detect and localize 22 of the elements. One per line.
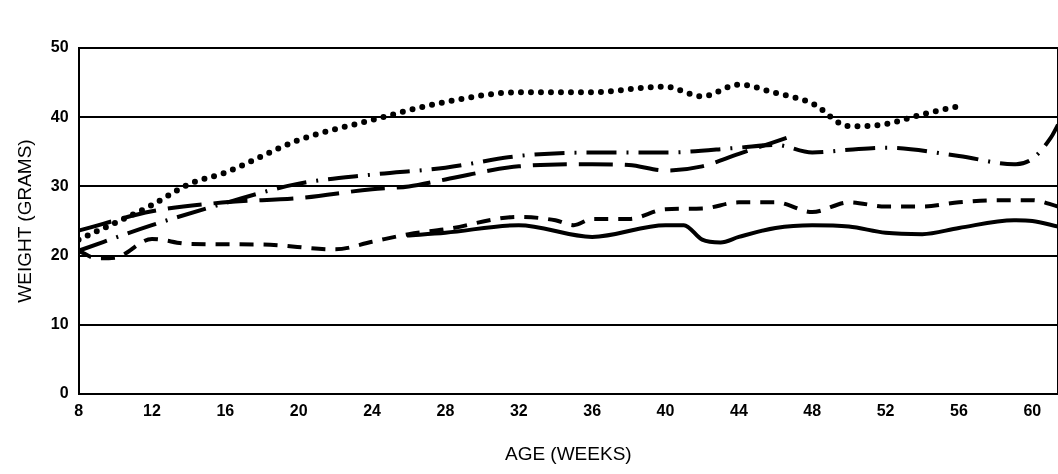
x-tick-label: 20 xyxy=(289,402,308,420)
x-tick-label: 24 xyxy=(363,402,382,420)
x-tick-label: 16 xyxy=(216,402,235,420)
y-tick-label: 50 xyxy=(50,38,69,56)
x-tick-label: 60 xyxy=(1023,402,1042,420)
y-tick-label: 10 xyxy=(50,315,69,333)
x-tick-label: 32 xyxy=(509,402,528,420)
x-tick-label: 52 xyxy=(876,402,895,420)
x-tick-label: 56 xyxy=(950,402,968,420)
x-tick-label: 48 xyxy=(803,402,822,420)
y-tick-label: 20 xyxy=(50,246,69,264)
y-tick-label: 0 xyxy=(59,384,69,402)
y-axis-title: WEIGHT (GRAMS) xyxy=(13,139,35,303)
x-tick-label: 12 xyxy=(143,402,161,420)
x-tick-label: 28 xyxy=(436,402,455,420)
x-tick-label: 36 xyxy=(583,402,602,420)
x-tick-label: 44 xyxy=(729,402,748,420)
x-axis-title: AGE (WEEKS) xyxy=(504,442,632,464)
x-tick-label: 40 xyxy=(656,402,675,420)
y-tick-label: 40 xyxy=(50,107,69,125)
x-tick-label: 8 xyxy=(74,402,84,420)
y-tick-label: 30 xyxy=(50,176,69,194)
